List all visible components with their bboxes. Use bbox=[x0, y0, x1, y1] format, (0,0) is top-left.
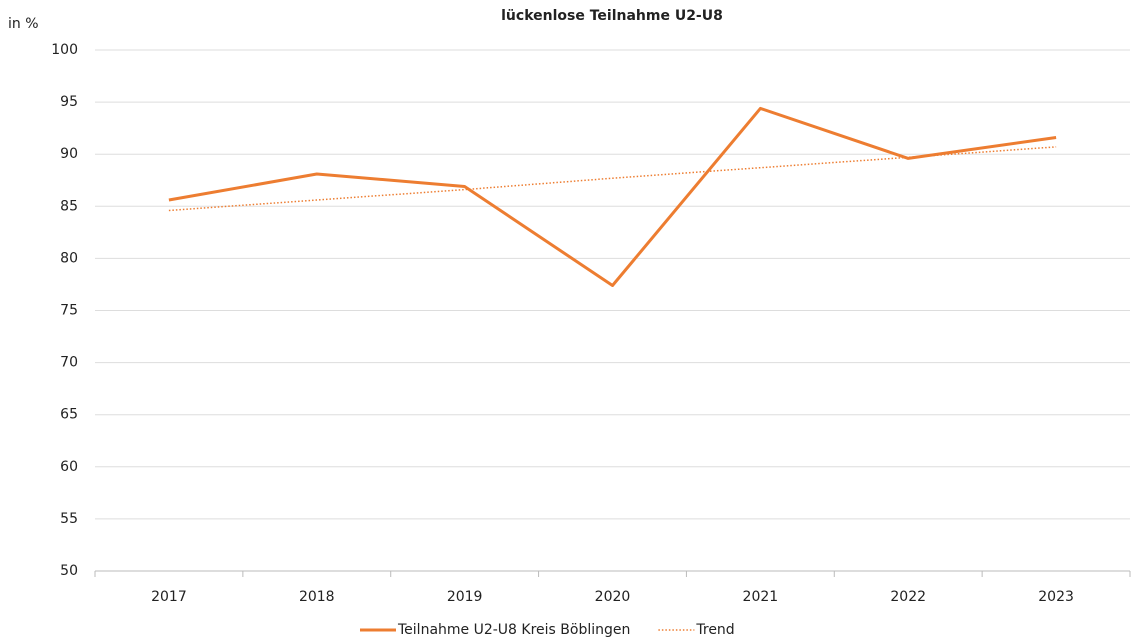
y-tick-label: 100 bbox=[51, 42, 78, 58]
x-tick-label: 2022 bbox=[890, 589, 926, 605]
y-tick-label: 65 bbox=[60, 407, 78, 423]
x-tick-label: 2023 bbox=[1038, 589, 1074, 605]
y-tick-label: 75 bbox=[60, 303, 78, 319]
x-tick-label: 2017 bbox=[151, 589, 187, 605]
y-tick-label: 90 bbox=[60, 146, 78, 162]
x-tick-label: 2018 bbox=[299, 589, 335, 605]
y-axis-label: in % bbox=[8, 16, 39, 32]
legend-label: Teilnahme U2-U8 Kreis Böblingen bbox=[397, 622, 630, 638]
y-tick-label: 85 bbox=[60, 198, 78, 214]
y-tick-label: 70 bbox=[60, 355, 78, 371]
y-tick-label: 50 bbox=[60, 563, 78, 579]
chart-title: lückenlose Teilnahme U2-U8 bbox=[501, 8, 723, 24]
y-tick-label: 95 bbox=[60, 94, 78, 110]
y-tick-label: 60 bbox=[60, 459, 78, 475]
x-tick-label: 2019 bbox=[447, 589, 483, 605]
x-tick-label: 2020 bbox=[595, 589, 631, 605]
y-tick-label: 80 bbox=[60, 250, 78, 266]
x-tick-label: 2021 bbox=[743, 589, 779, 605]
line-series bbox=[168, 106, 1057, 287]
legend-label: Trend bbox=[695, 622, 734, 638]
y-tick-label: 55 bbox=[60, 511, 78, 527]
line-series bbox=[168, 146, 1057, 212]
